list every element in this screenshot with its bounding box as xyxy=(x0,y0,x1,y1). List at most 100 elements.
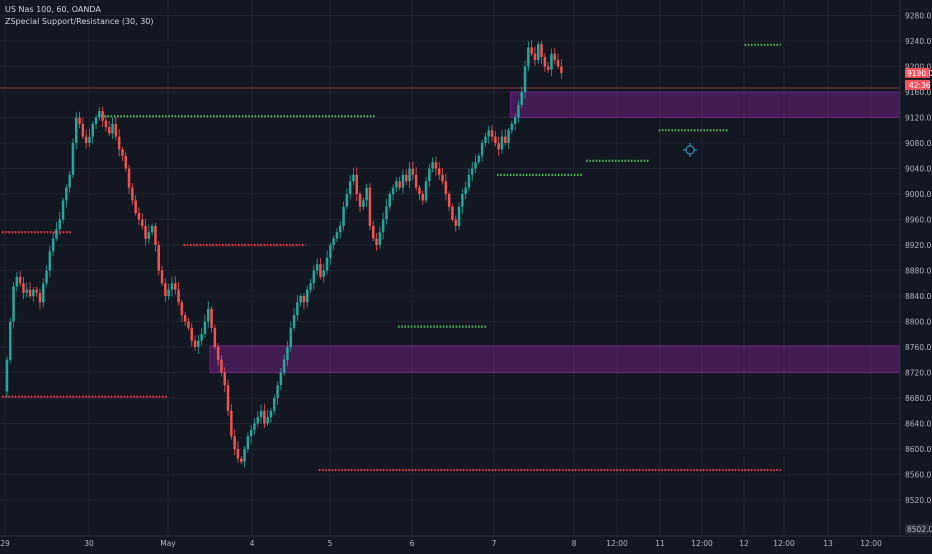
candle-body[interactable] xyxy=(223,372,227,386)
candle-body[interactable] xyxy=(494,136,497,143)
candle-body[interactable] xyxy=(292,315,296,328)
indicator-title[interactable]: ZSpecial Support/Resistance (30, 30) xyxy=(5,17,154,26)
candle-body[interactable] xyxy=(263,410,266,424)
candle-body[interactable] xyxy=(358,194,362,207)
candle-body[interactable] xyxy=(500,136,504,150)
candle-body[interactable] xyxy=(15,276,19,287)
candle-body[interactable] xyxy=(513,117,517,124)
candle-body[interactable] xyxy=(91,123,95,137)
candle-body[interactable] xyxy=(322,270,326,277)
candle-body[interactable] xyxy=(282,359,286,373)
supply-demand-zone[interactable] xyxy=(509,91,932,118)
candle-body[interactable] xyxy=(362,200,365,207)
candle-body[interactable] xyxy=(355,174,359,194)
candle-body[interactable] xyxy=(418,187,421,194)
candle-body[interactable] xyxy=(127,168,131,188)
candle-body[interactable] xyxy=(484,136,487,143)
candle-body[interactable] xyxy=(325,257,329,271)
candle-body[interactable] xyxy=(408,168,411,182)
candle-body[interactable] xyxy=(190,327,194,341)
candle-body[interactable] xyxy=(197,340,200,347)
candle-body[interactable] xyxy=(193,340,197,347)
candle-body[interactable] xyxy=(45,270,48,284)
candle-body[interactable] xyxy=(180,302,184,316)
candle-body[interactable] xyxy=(253,423,256,430)
candle-body[interactable] xyxy=(451,206,454,220)
supply-demand-zone[interactable] xyxy=(209,345,932,373)
candle-body[interactable] xyxy=(421,194,425,201)
candle-body[interactable] xyxy=(424,181,428,201)
candle-body[interactable] xyxy=(61,200,65,220)
candle-body[interactable] xyxy=(438,168,441,175)
candle-body[interactable] xyxy=(309,283,312,290)
candle-body[interactable] xyxy=(108,127,111,134)
candle-body[interactable] xyxy=(368,187,372,226)
candle-body[interactable] xyxy=(137,213,141,220)
candle-body[interactable] xyxy=(444,181,448,194)
candle-body[interactable] xyxy=(256,417,260,424)
candle-body[interactable] xyxy=(381,219,385,233)
candle-body[interactable] xyxy=(144,225,147,239)
candle-body[interactable] xyxy=(510,123,514,131)
candle-body[interactable] xyxy=(210,308,213,328)
candle-body[interactable] xyxy=(523,66,527,93)
candle-body[interactable] xyxy=(81,123,85,137)
candle-body[interactable] xyxy=(391,187,395,194)
candle-body[interactable] xyxy=(352,174,355,182)
candle-body[interactable] xyxy=(345,194,349,207)
candle-body[interactable] xyxy=(405,174,408,182)
candle-body[interactable] xyxy=(121,149,124,156)
candle-body[interactable] xyxy=(65,187,68,201)
candle-body[interactable] xyxy=(160,270,164,284)
candle-body[interactable] xyxy=(249,429,253,437)
candle-body[interactable] xyxy=(32,289,35,296)
candle-body[interactable] xyxy=(170,283,174,290)
candle-body[interactable] xyxy=(28,289,32,296)
candle-body[interactable] xyxy=(365,187,368,201)
candle-body[interactable] xyxy=(299,296,302,303)
candle-body[interactable] xyxy=(504,136,507,143)
candle-body[interactable] xyxy=(75,117,78,144)
candle-body[interactable] xyxy=(12,286,15,322)
candle-body[interactable] xyxy=(183,315,187,322)
candle-body[interactable] xyxy=(339,225,342,233)
candle-body[interactable] xyxy=(543,56,547,67)
candle-body[interactable] xyxy=(226,385,230,411)
candle-body[interactable] xyxy=(527,47,530,67)
candle-body[interactable] xyxy=(236,449,240,459)
candle-body[interactable] xyxy=(467,174,471,188)
candle-body[interactable] xyxy=(461,194,464,207)
candle-body[interactable] xyxy=(200,334,203,341)
candle-body[interactable] xyxy=(55,229,58,239)
candle-body[interactable] xyxy=(464,187,467,194)
candle-body[interactable] xyxy=(550,53,553,70)
candle-body[interactable] xyxy=(378,232,382,245)
candle-body[interactable] xyxy=(312,270,316,284)
candle-body[interactable] xyxy=(104,120,108,128)
candle-body[interactable] xyxy=(203,321,207,335)
candle-body[interactable] xyxy=(134,200,137,214)
candle-body[interactable] xyxy=(42,283,45,303)
candle-body[interactable] xyxy=(240,458,243,462)
candle-body[interactable] xyxy=(124,155,128,169)
candle-body[interactable] xyxy=(388,194,392,207)
candle-body[interactable] xyxy=(269,410,273,418)
candle-body[interactable] xyxy=(480,143,484,156)
candle-body[interactable] xyxy=(414,174,418,188)
candle-body[interactable] xyxy=(279,372,283,386)
candle-body[interactable] xyxy=(157,245,161,271)
candle-body[interactable] xyxy=(111,123,114,134)
candle-body[interactable] xyxy=(78,117,81,124)
candle-body[interactable] xyxy=(276,385,279,398)
candle-body[interactable] xyxy=(546,66,550,70)
candle-body[interactable] xyxy=(497,143,500,150)
candle-body[interactable] xyxy=(471,168,474,175)
symbol-title[interactable]: US Nas 100, 60, OANDA xyxy=(5,5,101,14)
candle-body[interactable] xyxy=(329,245,332,258)
candle-body[interactable] xyxy=(154,225,157,245)
candle-body[interactable] xyxy=(434,162,438,169)
candle-body[interactable] xyxy=(48,251,52,271)
candle-body[interactable] xyxy=(517,104,520,118)
